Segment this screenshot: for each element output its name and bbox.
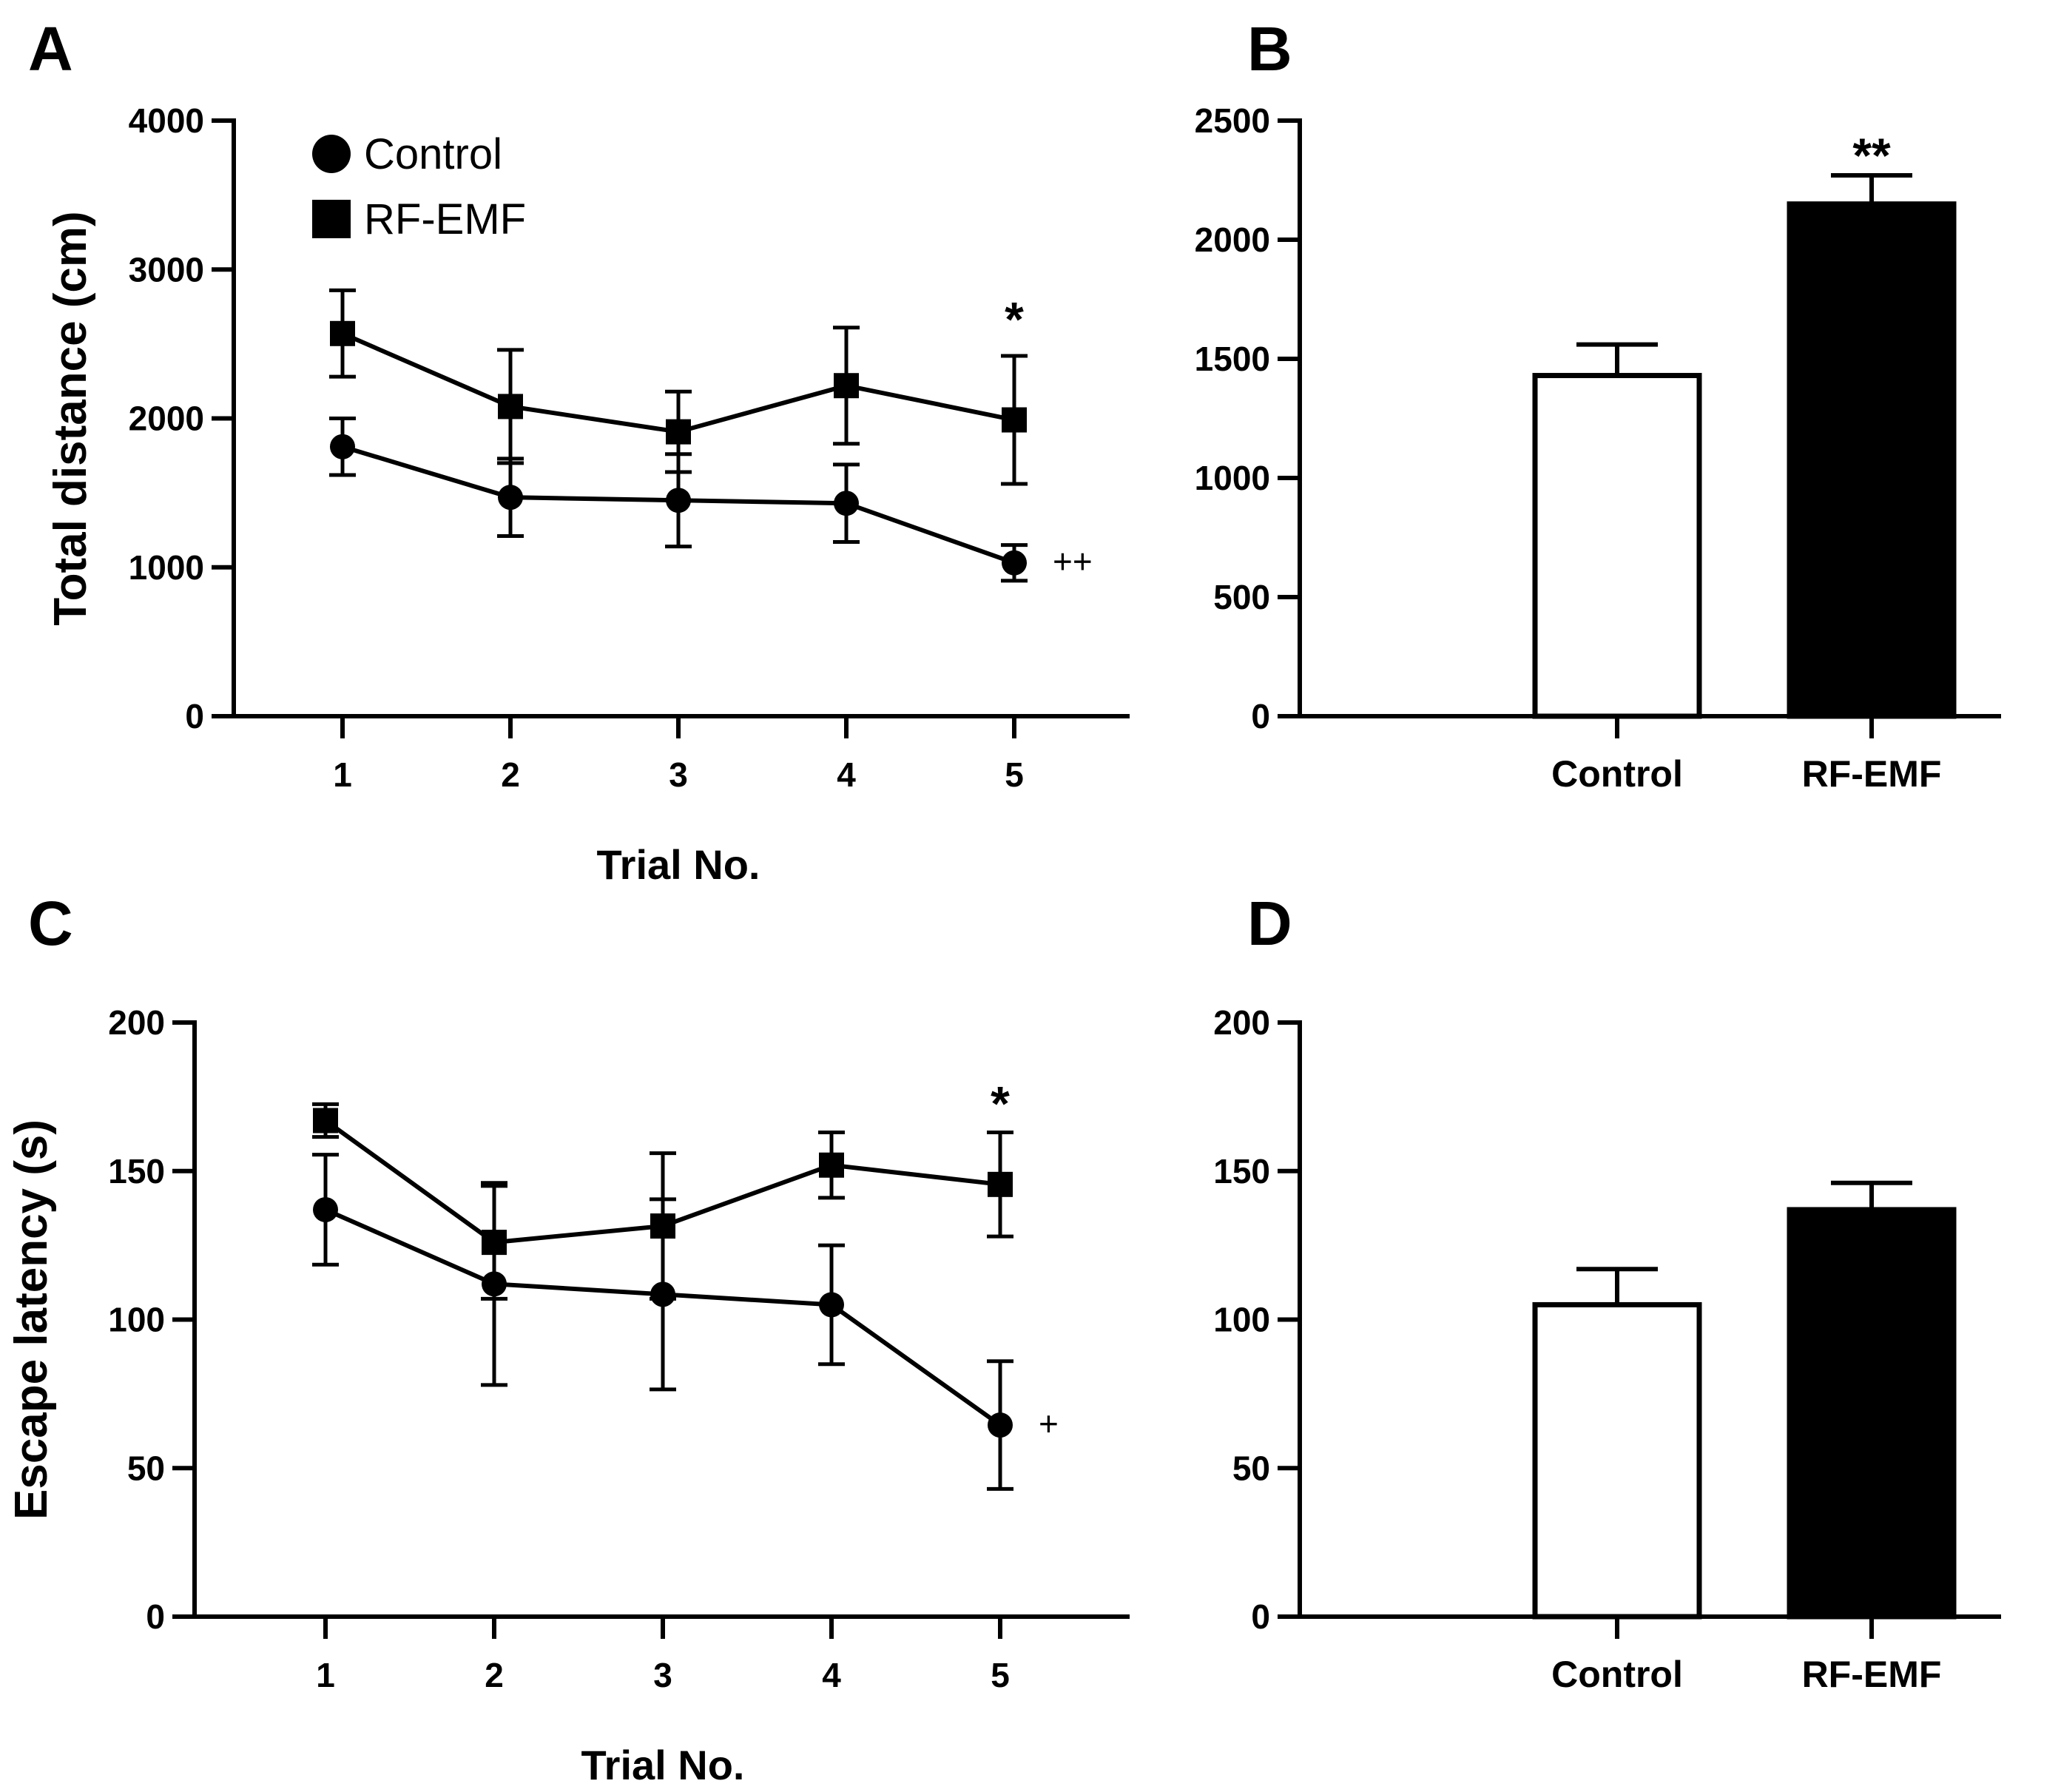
- panel-a-control-point: [330, 434, 355, 459]
- panel-a-y-tick-label: 0: [185, 697, 204, 735]
- panel-b-significance-mark: **: [1852, 128, 1891, 183]
- panel-a-y-tick-label: 2000: [129, 400, 204, 438]
- panel-b-control-bar: [1532, 373, 1702, 719]
- panel-c-y-axis-label: Escape latency (s): [6, 1119, 57, 1520]
- panel-a-y-tick-label: 4000: [129, 101, 204, 140]
- panel-c-rf-emf-point: [482, 1230, 507, 1256]
- panel-a-x-tick-label: 4: [837, 755, 856, 794]
- panel-c-rf-emf-point: [313, 1108, 338, 1134]
- panel-b-y-tick-label: 500: [1213, 578, 1270, 616]
- panel-b-y-tick-label: 2000: [1195, 220, 1270, 259]
- panel-d-y-tick-label: 100: [1213, 1301, 1270, 1339]
- panel-a-rf-emf-point: [498, 394, 523, 420]
- panel-d-y-tick-label: 0: [1251, 1597, 1270, 1636]
- panel-b-y-tick-label: 0: [1251, 697, 1270, 735]
- panel-d-rf-emf-bar: [1787, 1207, 1957, 1620]
- panel-a-control-point: [834, 491, 859, 516]
- panel-c-y-tick-label: 100: [108, 1301, 165, 1339]
- panel-d-control-bar: [1532, 1301, 1702, 1620]
- panel-c-rf-emf-point: [819, 1152, 844, 1178]
- panel-a-trend-mark: ++: [1053, 542, 1093, 581]
- panel-c-trend-mark: +: [1039, 1404, 1059, 1443]
- panel-a-y-tick-label: 1000: [129, 548, 204, 587]
- panel-c-x-tick-label: 5: [991, 1656, 1010, 1694]
- panel-b-rf-emf-bar: [1787, 201, 1957, 719]
- panel-c-y-tick-label: 200: [108, 1003, 165, 1042]
- panel-c-x-tick-label: 2: [485, 1656, 504, 1694]
- panel-letter-b: B: [1247, 14, 1292, 84]
- panel-c-control-point: [988, 1412, 1013, 1438]
- panel-letter-c: C: [28, 889, 73, 958]
- panel-c-y-tick-label: 150: [108, 1152, 165, 1190]
- panel-a-legend-control-label: Control: [364, 130, 502, 178]
- panel-letter-a: A: [28, 14, 73, 84]
- panel-b-rf-emf-category-label: RF-EMF: [1802, 753, 1942, 795]
- panel-a-y-tick-label: 3000: [129, 250, 204, 289]
- panel-c-rf-emf-point: [650, 1213, 675, 1239]
- panel-a-legend-rf-emf-marker: [312, 200, 351, 238]
- panel-c-x-tick-label: 4: [822, 1656, 841, 1694]
- panel-a-legend-rf-emf-label: RF-EMF: [364, 195, 526, 243]
- panel-b-y-tick-label: 1000: [1195, 459, 1270, 497]
- panel-a-rf-emf-point: [834, 373, 859, 399]
- panel-d-y-tick-label: 200: [1213, 1003, 1270, 1042]
- panel-a-control-point: [1002, 550, 1027, 576]
- panel-c-y-tick-label: 0: [146, 1597, 165, 1636]
- line-chart-escape-latency: 0 50 100 150 200 Escape latency (s) 1 2 3 4 5 Trial…: [6, 1003, 1130, 1788]
- panel-b-y-tick-label: 2500: [1195, 101, 1270, 140]
- bar-chart-total-distance: 05001000150020002500Total distance (cm)C…: [1195, 101, 2001, 795]
- panel-a-y-axis-label: Total distance (cm): [45, 211, 96, 625]
- panel-a-rf-emf-point: [330, 320, 355, 346]
- panel-c-x-tick-label: 3: [653, 1656, 672, 1694]
- panel-d-y-tick-label: 50: [1232, 1449, 1270, 1487]
- panel-d-control-category-label: Control: [1551, 1654, 1683, 1695]
- panel-a-x-tick-label: 1: [333, 755, 352, 794]
- panel-c-y-tick-label: 50: [127, 1449, 165, 1487]
- panel-a-x-tick-label: 5: [1005, 755, 1024, 794]
- panel-a-x-tick-label: 2: [501, 755, 520, 794]
- panel-a-x-tick-label: 3: [669, 755, 688, 794]
- panel-a-rf-emf-point: [1002, 407, 1027, 433]
- panel-b-y-tick-label: 1500: [1195, 340, 1270, 378]
- panel-d-y-tick-label: 150: [1213, 1152, 1270, 1190]
- panel-a-significance-mark: *: [1005, 292, 1024, 347]
- panel-c-x-tick-label: 1: [316, 1656, 335, 1694]
- panel-a-control-point: [498, 485, 523, 511]
- panel-letter-d: D: [1247, 889, 1292, 958]
- panel-d-rf-emf-category-label: RF-EMF: [1802, 1654, 1942, 1695]
- panel-c-significance-mark: *: [991, 1076, 1010, 1131]
- panel-c-control-point: [313, 1196, 338, 1222]
- line-chart-total-distance: 0 1000 2000 3000 4000 Total distance (cm) 1 2 3 4…: [45, 101, 1130, 888]
- panel-c-rf-emf-point: [988, 1171, 1013, 1197]
- panel-b-control-category-label: Control: [1551, 753, 1683, 795]
- panel-c-control-point: [819, 1292, 844, 1318]
- panel-a-legend-control-marker: [312, 135, 351, 173]
- panel-a-rf-emf-point: [666, 419, 691, 445]
- panel-a-control-point: [666, 488, 691, 513]
- panel-c-x-axis-label: Trial No.: [581, 1742, 745, 1788]
- panel-a-x-axis-label: Trial No.: [597, 841, 760, 888]
